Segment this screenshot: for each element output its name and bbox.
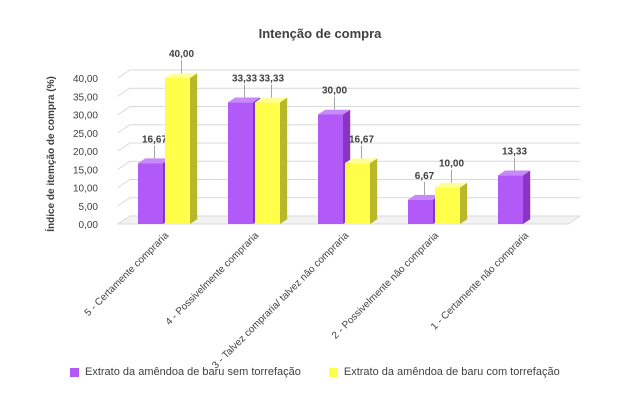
y-tick-label: 0,00	[79, 220, 99, 231]
data-label: 33,33	[259, 74, 284, 85]
y-tick-label: 10,00	[73, 184, 98, 195]
y-tick-label: 25,00	[73, 129, 98, 140]
y-axis-label: Índice de itemção de compra (%)	[44, 76, 57, 232]
bar-side	[370, 158, 378, 224]
chart-title: Intenção de compra	[258, 26, 382, 41]
data-label: 30,00	[322, 86, 347, 97]
bar-top	[165, 73, 198, 78]
bar-top	[228, 97, 261, 103]
bar-top	[345, 158, 378, 164]
bar-top	[255, 97, 288, 103]
bar-top	[498, 170, 531, 176]
x-tick-label: 4 - Possivelmente compraria	[164, 230, 262, 328]
data-label: 40,00	[169, 49, 194, 60]
data-label: 16,67	[142, 134, 167, 145]
legend-label-series-1: Extrato da amêndoa de baru sem torrefaçã…	[85, 366, 301, 378]
legend-swatch-series-1	[70, 367, 79, 377]
bar	[345, 163, 370, 224]
y-tick-label: 5,00	[79, 202, 99, 213]
data-label: 33,33	[232, 74, 257, 85]
data-label: 13,33	[502, 147, 527, 158]
bar	[435, 187, 460, 224]
legend-swatch-series-2	[328, 367, 338, 377]
data-label: 16,67	[349, 134, 374, 145]
bar	[138, 163, 163, 224]
legend-item-series-2: Extrato da amêndoa de baru com torrefaçã…	[328, 366, 560, 378]
legend-label-series-2: Extrato da amêndoa de baru com torrefaçã…	[343, 366, 560, 378]
y-tick-label: 15,00	[73, 165, 98, 176]
bar	[498, 175, 523, 224]
legend: Extrato da amêndoa de baru sem torrefaçã…	[70, 366, 560, 378]
bar	[165, 78, 190, 224]
y-tick-label: 35,00	[73, 92, 98, 103]
bar-side	[280, 97, 288, 224]
bar-side	[523, 170, 531, 224]
bar-top	[318, 109, 351, 115]
y-tick-label: 30,00	[73, 111, 98, 122]
x-tick-label: 1 - Certamente não compraria	[429, 230, 531, 332]
bar	[408, 199, 433, 224]
bar	[255, 102, 280, 224]
bar-side	[460, 182, 468, 224]
gridline	[117, 87, 580, 97]
gridline	[117, 142, 580, 152]
bar	[228, 102, 253, 224]
y-tick-label: 20,00	[73, 147, 98, 158]
x-tick-label: 5 - Certamente compraria	[83, 230, 172, 319]
bar-top	[435, 182, 468, 188]
bar	[318, 114, 343, 224]
legend-item-series-1: Extrato da amêndoa de baru sem torrefaçã…	[70, 366, 301, 378]
gridline	[117, 160, 580, 170]
data-label: 6,67	[415, 171, 435, 182]
y-tick-label: 40,00	[73, 74, 98, 85]
bar-top	[138, 158, 171, 164]
gridline	[117, 106, 580, 115]
gridline	[117, 124, 580, 134]
x-tick-label: 2 - Possivelmente não compraria	[330, 230, 441, 341]
data-label: 10,00	[439, 159, 464, 170]
gridline	[117, 179, 580, 188]
bar-top	[408, 194, 441, 200]
gridline	[117, 69, 580, 79]
bar-side	[190, 73, 198, 224]
